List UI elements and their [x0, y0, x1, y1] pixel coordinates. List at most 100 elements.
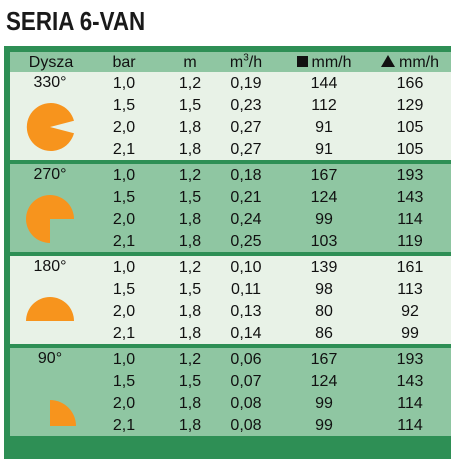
header-nozzle: Dysza	[28, 54, 74, 71]
cell-tri: 143	[396, 373, 424, 390]
cell-m: 1,5	[178, 373, 202, 390]
triangle-icon	[381, 55, 395, 67]
cell-m: 1,2	[178, 259, 202, 276]
cell-bar: 1,0	[112, 351, 136, 368]
cell-sq: 167	[310, 167, 338, 184]
cell-m: 1,8	[178, 211, 202, 228]
cell-bar: 2,0	[112, 119, 136, 136]
cell-flow: 0,19	[230, 75, 262, 92]
cell-bar: 1,5	[112, 373, 136, 390]
page-title: SERIA 6-VAN	[6, 6, 146, 36]
cell-m: 1,8	[178, 417, 202, 434]
header-flow: m3/h	[216, 53, 276, 73]
cell-sq: 80	[315, 303, 333, 320]
cell-tri: 113	[397, 281, 423, 298]
cell-m: 1,5	[178, 281, 202, 298]
cell-flow: 0,11	[231, 281, 261, 298]
cell-bar: 1,5	[112, 189, 136, 206]
nozzle-table: Dysza bar m m3/h mm/h mm/h 330° 1,0 1,2 0,1…	[4, 46, 451, 459]
header-flow-suffix: /h	[248, 54, 263, 71]
cell-m: 1,8	[178, 395, 202, 412]
cell-m: 1,8	[178, 325, 202, 342]
header-m: m	[183, 54, 197, 71]
cell-sq: 124	[310, 189, 338, 206]
cell-m: 1,8	[178, 119, 202, 136]
cell-tri: 114	[397, 395, 423, 412]
cell-sq: 98	[315, 281, 333, 298]
cell-flow: 0,24	[230, 211, 262, 228]
header-flow-base: m	[229, 54, 244, 71]
cell-sq: 112	[311, 97, 337, 114]
cell-sq: 91	[315, 141, 333, 158]
cell-bar: 2,0	[112, 395, 136, 412]
header-square-label: mm/h	[311, 54, 352, 71]
angle-label: 270°	[33, 166, 67, 183]
cell-tri: 114	[397, 417, 423, 434]
cell-m: 1,2	[178, 75, 202, 92]
cell-tri: 114	[397, 211, 423, 228]
cell-bar: 2,1	[112, 141, 136, 158]
cell-m: 1,5	[178, 189, 202, 206]
square-icon	[296, 56, 308, 67]
cell-tri: 119	[397, 233, 423, 250]
cell-bar: 1,0	[112, 259, 136, 276]
spray-pattern	[20, 378, 80, 428]
cell-bar: 2,0	[112, 211, 136, 228]
cell-bar: 2,0	[112, 303, 136, 320]
cell-tri: 143	[396, 189, 424, 206]
cell-bar: 1,5	[112, 281, 136, 298]
cell-flow: 0,10	[230, 259, 262, 276]
section-2: 180° 1,0 1,2 0,10 139 161 1,5 1,5 0,11 98 113 2,0 1,…	[10, 256, 451, 344]
header-flow-sup: 3	[243, 52, 249, 64]
cell-tri: 105	[396, 141, 424, 158]
cell-flow: 0,27	[230, 119, 262, 136]
cell-sq: 103	[310, 233, 338, 250]
spray-pattern-pie-180-icon	[26, 297, 74, 321]
cell-flow: 0,27	[230, 141, 262, 158]
cell-m: 1,2	[178, 167, 202, 184]
cell-tri: 193	[396, 167, 424, 184]
angle-label: 330°	[33, 74, 67, 91]
cell-flow: 0,06	[230, 351, 262, 368]
cell-m: 1,8	[178, 141, 202, 158]
angle-label: 90°	[37, 350, 63, 367]
cell-sq: 124	[310, 373, 338, 390]
section-0: 330° 1,0 1,2 0,19 144 166 1,5 1,5 0,23 112 129 2,0 1…	[10, 72, 451, 160]
cell-flow: 0,25	[230, 233, 262, 250]
cell-tri: 129	[396, 97, 424, 114]
spray-pattern	[20, 194, 80, 244]
cell-m: 1,5	[178, 97, 202, 114]
spray-pattern	[20, 286, 80, 336]
cell-flow: 0,08	[230, 417, 262, 434]
section-3: 90° 1,0 1,2 0,06 167 193 1,5 1,5 0,07 124 143 2,0 1,…	[10, 348, 451, 436]
header-square: mm/h	[284, 53, 364, 73]
cell-bar: 1,5	[112, 97, 136, 114]
spray-pattern-pie-90-icon	[50, 400, 76, 426]
cell-bar: 2,1	[112, 417, 136, 434]
cell-sq: 99	[315, 211, 333, 228]
cell-m: 1,2	[178, 351, 202, 368]
cell-bar: 2,1	[112, 325, 136, 342]
cell-tri: 99	[401, 325, 419, 342]
cell-sq: 86	[315, 325, 333, 342]
header-triangle: mm/h	[370, 53, 450, 73]
cell-bar: 1,0	[112, 167, 136, 184]
cell-sq: 91	[315, 119, 333, 136]
cell-tri: 166	[396, 75, 424, 92]
cell-bar: 2,1	[112, 233, 136, 250]
cell-sq: 139	[310, 259, 338, 276]
cell-flow: 0,07	[230, 373, 262, 390]
cell-m: 1,8	[178, 233, 202, 250]
table-header-row: Dysza bar m m3/h mm/h mm/h	[10, 52, 451, 72]
cell-flow: 0,08	[230, 395, 262, 412]
header-triangle-label: mm/h	[399, 54, 439, 71]
cell-sq: 167	[310, 351, 338, 368]
cell-tri: 105	[396, 119, 424, 136]
cell-tri: 193	[396, 351, 424, 368]
cell-flow: 0,18	[230, 167, 262, 184]
cell-sq: 144	[310, 75, 338, 92]
cell-flow: 0,23	[230, 97, 262, 114]
cell-sq: 99	[315, 417, 333, 434]
header-bar: bar	[112, 54, 136, 71]
spray-pattern-pie-270-icon	[26, 195, 74, 243]
